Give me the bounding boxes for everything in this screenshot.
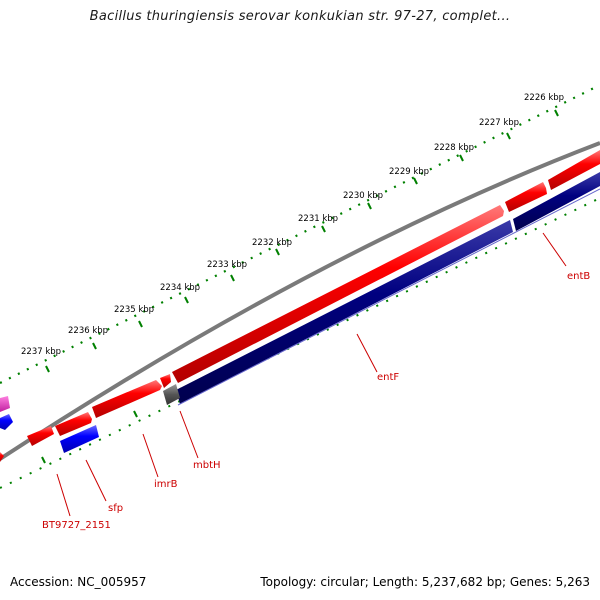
red-feature-track [0, 150, 600, 462]
major-tick [459, 154, 464, 162]
accession-label: Accession: NC_005957 [10, 575, 147, 589]
tick-label: 2236 kbp [68, 326, 108, 336]
major-tick [321, 225, 326, 233]
leader-line [85, 459, 107, 502]
leader-line [179, 410, 199, 459]
major-tick [367, 202, 372, 210]
navy-feature-track [163, 172, 600, 406]
tick-label: 2233 kbp [207, 260, 247, 270]
red-feature [548, 150, 600, 190]
major-tick [184, 296, 189, 304]
minor-tick [41, 456, 46, 464]
gene-label-entF: entF [377, 372, 399, 383]
navy-feature [176, 220, 513, 404]
tick-label: 2234 kbp [160, 283, 200, 293]
major-tick [230, 274, 235, 282]
major-tick [138, 320, 143, 328]
topology-summary: Topology: circular; Length: 5,237,682 bp… [260, 575, 590, 589]
navy-feature [513, 172, 600, 231]
tick-label: 2227 kbp [479, 118, 519, 128]
red-feature [160, 374, 171, 388]
gene-label-entB: entB [567, 271, 590, 282]
leader-line [142, 433, 159, 478]
gene-label-BT9727_2151: BT9727_2151 [42, 520, 111, 531]
leader-line [356, 333, 378, 373]
tick-label: 2237 kbp [21, 347, 61, 357]
leader-line [542, 232, 567, 267]
gene-label-sfp: sfp [108, 503, 123, 514]
red-feature [55, 412, 92, 436]
blue-feature [0, 414, 13, 430]
tick-label: 2230 kbp [343, 191, 383, 201]
tick-label: 2232 kbp [252, 238, 292, 248]
minor-tick [133, 410, 138, 418]
red-feature [505, 182, 547, 212]
map-title: Bacillus thuringiensis serovar konkukian… [89, 9, 511, 24]
inner-tick-ring [0, 197, 600, 489]
red-feature [172, 205, 504, 383]
major-tick [92, 342, 97, 350]
gene-label-imrB: imrB [154, 479, 178, 490]
major-tick [413, 177, 418, 185]
red-feature [92, 380, 162, 418]
red-feature [0, 452, 4, 462]
major-tick [45, 365, 50, 373]
leader-line [56, 473, 71, 517]
blue-feature [60, 425, 99, 453]
major-tick [275, 248, 280, 256]
backbone-line [0, 141, 600, 461]
gene-label-mbtH: mbtH [193, 460, 221, 471]
major-tick [506, 132, 511, 140]
tick-label: 2231 kbp [298, 214, 338, 224]
outer-tick-ring [0, 84, 600, 384]
tick-label: 2226 kbp [524, 93, 564, 103]
tick-label: 2228 kbp [434, 143, 474, 153]
red-feature [27, 426, 54, 446]
major-tick [554, 109, 559, 117]
magenta-feature [0, 396, 10, 412]
tick-label: 2235 kbp [114, 305, 154, 315]
navy-underline [177, 188, 600, 406]
tick-label: 2229 kbp [389, 167, 429, 177]
gray-feature [163, 384, 180, 405]
